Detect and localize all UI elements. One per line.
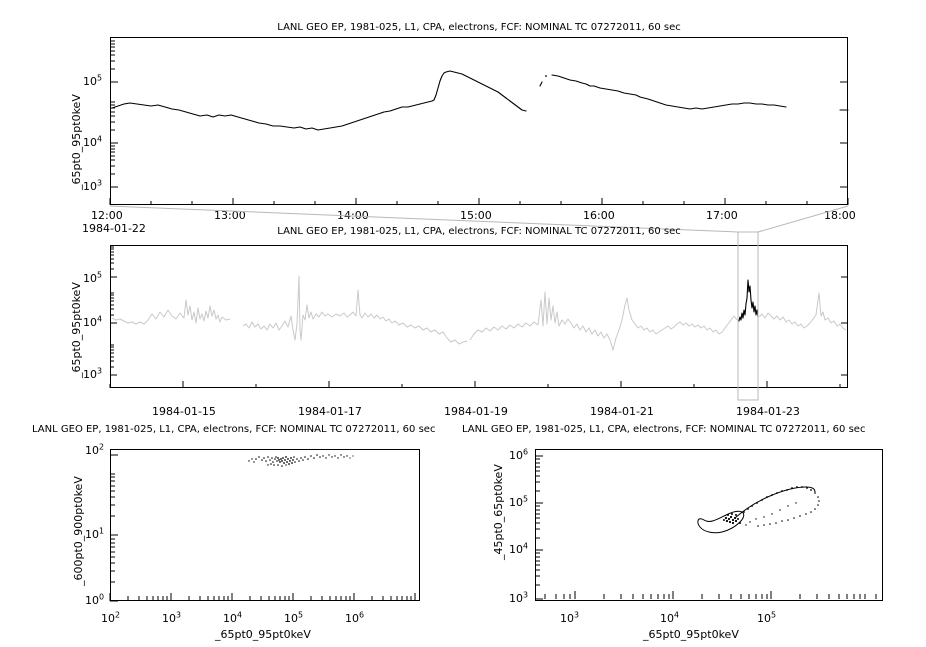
br-ytick-3: 103: [508, 590, 528, 605]
middle-xtick-2: 1984-01-19: [444, 405, 508, 418]
top-ytick-4: 104: [82, 134, 102, 149]
bottom-left-frame: [110, 449, 420, 601]
bottom-right-frame: [535, 449, 883, 601]
bl-xtick-3: 105: [284, 610, 304, 625]
middle-xtick-3: 1984-01-21: [590, 405, 654, 418]
top-xtick-6: 18:00: [824, 209, 856, 222]
bl-ytick-2: 102: [84, 442, 104, 457]
bottom-right-xlabel: _65pt0_95pt0keV: [643, 628, 739, 641]
top-xtick-2: 14:00: [337, 209, 369, 222]
br-ytick-6: 106: [508, 447, 528, 462]
middle-ytick-4: 104: [82, 314, 102, 329]
bottom-right-title: LANL GEO EP, 1981-025, L1, CPA, electron…: [462, 424, 866, 435]
top-xtick-5: 17:00: [706, 209, 738, 222]
bottom-left-xlabel: _65pt0_95pt0keV: [215, 628, 311, 641]
bl-xtick-2: 104: [223, 610, 243, 625]
br-xtick-2: 105: [757, 610, 777, 625]
bl-ytick-1: 101: [84, 526, 104, 541]
br-ytick-4: 104: [508, 541, 528, 556]
middle-xtick-0: 1984-01-15: [152, 405, 216, 418]
middle-panel-frame: [110, 245, 848, 388]
middle-panel-title: LANL GEO EP, 1981-025, L1, CPA, electron…: [277, 226, 681, 237]
top-ytick-3: 103: [82, 178, 102, 193]
br-xtick-1: 104: [660, 610, 680, 625]
bl-xtick-1: 103: [162, 610, 182, 625]
middle-ytick-3: 103: [82, 366, 102, 381]
middle-panel-ylabel: _65pt0_95pt0keV: [70, 282, 83, 378]
top-xtick-0: 12:00: [91, 209, 123, 222]
top-panel-title: LANL GEO EP, 1981-025, L1, CPA, electron…: [277, 22, 681, 33]
top-xtick-1: 13:00: [214, 209, 246, 222]
top-panel-frame: [110, 37, 848, 205]
top-xtick-4: 16:00: [583, 209, 615, 222]
br-ytick-5: 105: [508, 494, 528, 509]
br-xtick-0: 103: [560, 610, 580, 625]
bl-ytick-0: 100: [84, 592, 104, 607]
middle-ytick-5: 105: [82, 270, 102, 285]
top-xtick-3: 15:00: [460, 209, 492, 222]
middle-xtick-4: 1984-01-23: [736, 405, 800, 418]
bottom-left-title: LANL GEO EP, 1981-025, L1, CPA, electron…: [32, 424, 436, 435]
bl-xtick-0: 102: [101, 610, 121, 625]
middle-xtick-1: 1984-01-17: [298, 405, 362, 418]
bl-xtick-4: 106: [345, 610, 365, 625]
top-ytick-5: 105: [82, 73, 102, 88]
